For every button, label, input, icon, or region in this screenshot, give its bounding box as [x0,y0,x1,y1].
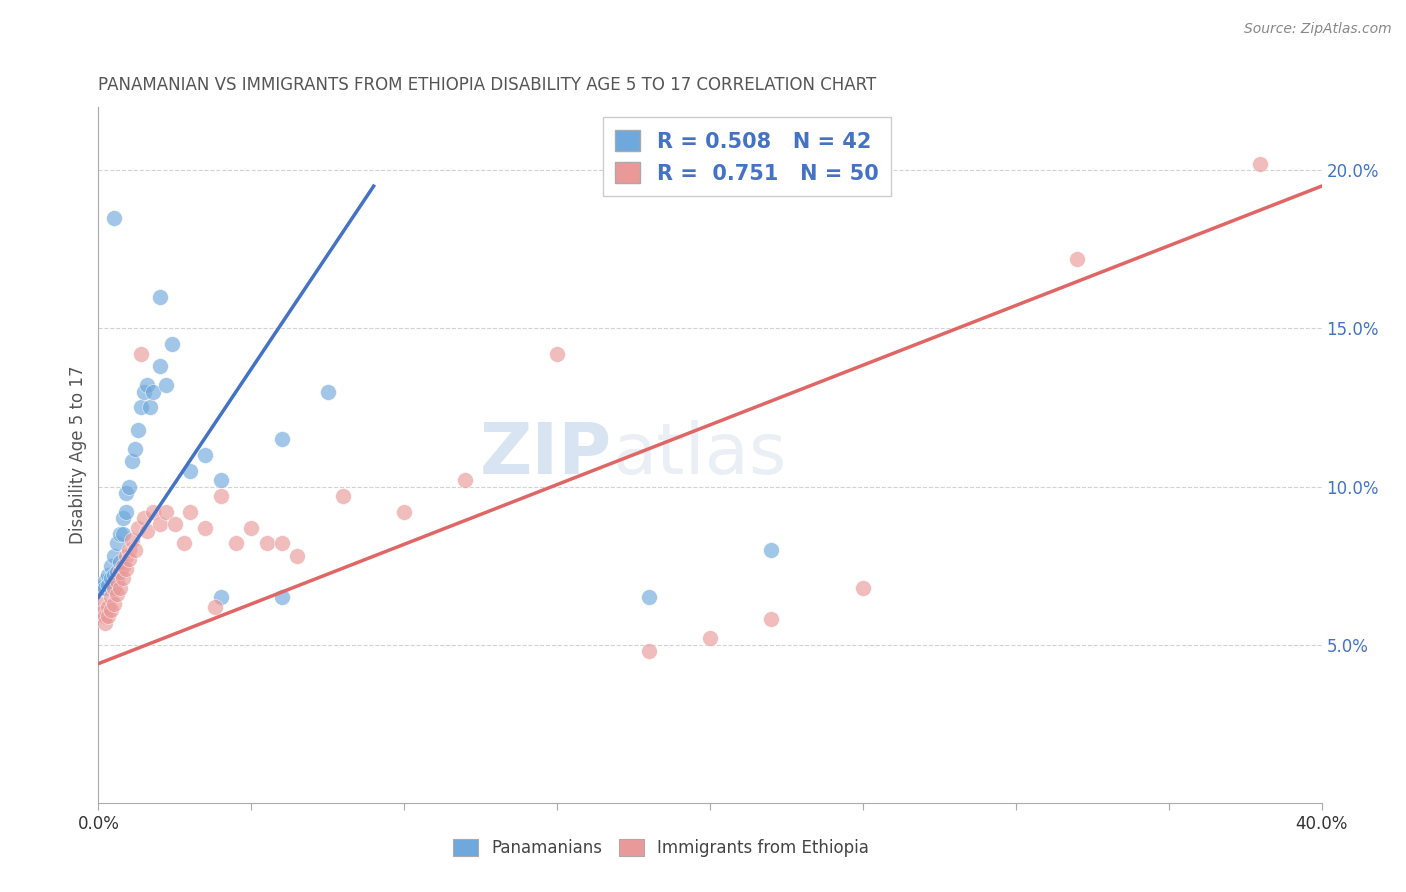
Point [103,549,125,563]
Point [129,347,152,361]
Point [134,384,156,399]
Point [127,521,149,535]
Point [97,599,120,614]
Point [100,603,122,617]
Point [759,542,782,557]
Point [97,609,120,624]
Point [155,378,177,392]
Point [270,432,292,446]
Point [149,290,172,304]
Point [93,581,115,595]
Point [225,536,247,550]
Point [118,552,141,566]
Point [108,556,131,570]
Point [121,454,143,468]
Point [134,511,156,525]
Point [93,574,115,589]
Point [105,587,128,601]
Point [163,517,186,532]
Point [121,533,143,548]
Point [142,505,165,519]
Point [546,347,568,361]
Point [204,599,226,614]
Point [103,581,125,595]
Text: PANAMANIAN VS IMMIGRANTS FROM ETHIOPIA DISABILITY AGE 5 TO 17 CORRELATION CHART: PANAMANIAN VS IMMIGRANTS FROM ETHIOPIA D… [98,77,877,95]
Point [270,591,292,605]
Text: atlas: atlas [612,420,786,490]
Point [1066,252,1088,266]
Point [256,536,278,550]
Point [209,473,232,487]
Point [111,558,134,573]
Point [90,581,112,595]
Point [240,521,263,535]
Point [285,549,308,563]
Point [100,591,122,605]
Point [209,591,232,605]
Point [111,527,134,541]
Point [118,542,141,557]
Point [115,549,138,563]
Point [129,401,152,415]
Y-axis label: Disability Age 5 to 17: Disability Age 5 to 17 [69,366,87,544]
Point [100,571,122,585]
Point [270,536,292,550]
Point [118,479,141,493]
Point [392,505,416,519]
Point [100,558,122,573]
Point [316,384,339,399]
Point [90,597,112,611]
Point [759,612,782,626]
Point [115,505,138,519]
Point [173,536,195,550]
Point [105,536,128,550]
Point [179,464,201,478]
Point [111,571,134,585]
Point [108,527,131,541]
Point [136,378,159,392]
Point [93,609,115,624]
Point [454,473,477,487]
Point [105,565,128,579]
Point [142,384,165,399]
Point [97,577,120,591]
Point [103,597,125,611]
Point [194,448,217,462]
Point [155,505,177,519]
Point [149,517,172,532]
Point [90,606,112,620]
Point [139,401,162,415]
Text: Source: ZipAtlas.com: Source: ZipAtlas.com [1244,22,1392,37]
Point [90,581,112,595]
Point [105,574,128,589]
Point [149,359,172,374]
Point [194,521,217,535]
Point [97,568,120,582]
Legend: Panamanians, Immigrants from Ethiopia: Panamanians, Immigrants from Ethiopia [446,832,876,864]
Point [136,524,159,538]
Point [108,565,131,579]
Point [103,581,125,595]
Text: ZIP: ZIP [479,420,612,490]
Point [1249,157,1271,171]
Point [93,615,115,630]
Point [637,644,661,658]
Point [699,632,721,646]
Point [115,562,138,576]
Point [209,489,232,503]
Point [332,489,354,503]
Point [160,337,183,351]
Point [108,581,131,595]
Point [103,568,125,582]
Point [179,505,201,519]
Point [115,486,138,500]
Point [111,511,134,525]
Point [127,423,149,437]
Point [852,581,875,595]
Point [637,591,661,605]
Point [103,211,125,225]
Point [124,542,146,557]
Point [124,442,146,456]
